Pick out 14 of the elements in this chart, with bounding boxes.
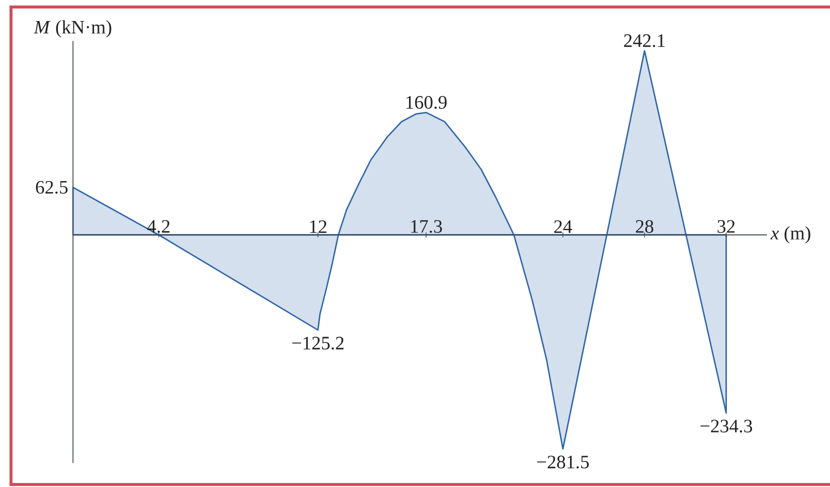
x-tick-label: 24 [554,220,572,233]
y-axis-title: M (kN·m) [34,20,112,38]
data-label: −234.3 [700,420,752,433]
x-tick-label: 28 [636,220,654,233]
data-label: 242.1 [624,34,665,48]
data-label: −125.2 [292,336,344,350]
x-axis-title: x (m) [770,226,810,244]
data-label: 62.5 [36,180,68,194]
x-tick-label: 17.3 [411,220,442,233]
x-tick-label: 12 [310,220,326,233]
x-tick-label: 32 [718,220,735,233]
data-label: −281.5 [537,456,589,468]
x-tick-label: 4.2 [147,220,170,233]
data-label: 160.9 [406,96,447,109]
